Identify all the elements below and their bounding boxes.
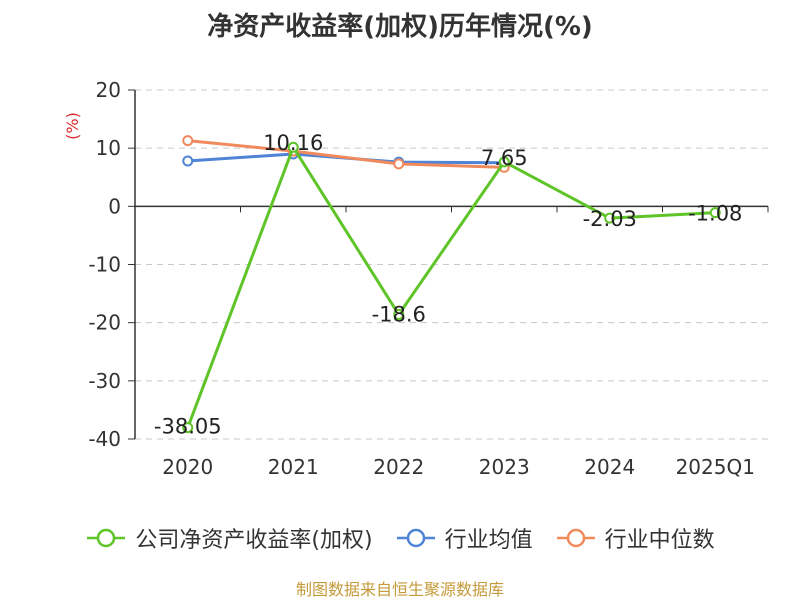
y-tick-label: 20 <box>96 78 121 102</box>
y-tick-label: -40 <box>88 427 121 451</box>
data-label: -18.6 <box>372 303 426 327</box>
source-note: 制图数据来自恒生聚源数据库 <box>295 580 504 599</box>
chart-title: 净资产收益率(加权)历年情况(%) <box>207 12 593 42</box>
y-tick-label: 10 <box>96 136 121 160</box>
data-point[interactable] <box>709 207 721 219</box>
data-point[interactable] <box>182 155 194 167</box>
data-label: 7.65 <box>481 146 528 170</box>
series-line-2 <box>187 139 505 169</box>
data-label: -2.03 <box>583 207 637 231</box>
legend-marker-company <box>87 528 126 548</box>
data-label: -1.08 <box>688 202 742 226</box>
legend-item-company[interactable]: 公司净资产收益率(加权) <box>85 522 373 554</box>
legend-label-company: 公司净资产收益率(加权) <box>135 528 373 553</box>
data-point[interactable] <box>287 141 299 153</box>
legend-item-industry-avg[interactable]: 行业均值 <box>395 522 533 554</box>
grid-lines <box>128 89 768 440</box>
series-line-0 <box>186 145 716 429</box>
data-point[interactable] <box>182 135 194 147</box>
x-tick-label: 2023 <box>479 455 530 479</box>
legend-label-industry-avg: 行业均值 <box>444 528 533 553</box>
y-axis-unit-label: (%) <box>63 112 82 140</box>
x-tick-label: 2025Q1 <box>676 455 755 479</box>
legend-item-industry-median[interactable]: 行业中位数 <box>555 522 715 554</box>
x-tick-labels: 2020 2021 2022 2023 2024 2025Q1 <box>162 455 755 479</box>
data-label: 10.16 <box>263 131 323 155</box>
data-point[interactable] <box>393 158 405 170</box>
axes <box>134 90 769 439</box>
x-tick-label: 2021 <box>268 455 319 479</box>
legend-label-industry-median: 行业中位数 <box>604 528 715 553</box>
y-tick-label: -20 <box>88 311 121 335</box>
y-tick-label: -10 <box>88 253 121 277</box>
legend-marker-industry-median <box>556 528 595 548</box>
data-point[interactable] <box>393 309 405 321</box>
x-tick-label: 2020 <box>162 455 213 479</box>
data-point[interactable] <box>604 212 616 224</box>
data-labels: -38.05 10.16 -18.6 7.65 -2.03 -1.08 <box>154 131 743 438</box>
legend-marker-industry-avg <box>396 528 435 548</box>
y-tick-label: -30 <box>88 369 121 393</box>
x-tick-label: 2024 <box>584 455 635 479</box>
data-point[interactable] <box>182 422 194 434</box>
y-tick-label: 0 <box>108 194 121 218</box>
x-tick-label: 2022 <box>373 455 424 479</box>
data-label: -38.05 <box>154 415 222 439</box>
chart-legend: 公司净资产收益率(加权) 行业均值 行业中位数 <box>0 520 800 556</box>
series-lines <box>182 135 721 434</box>
data-point[interactable] <box>498 156 510 168</box>
y-tick-labels: 20 10 0 -10 -20 -30 -40 <box>88 78 121 451</box>
